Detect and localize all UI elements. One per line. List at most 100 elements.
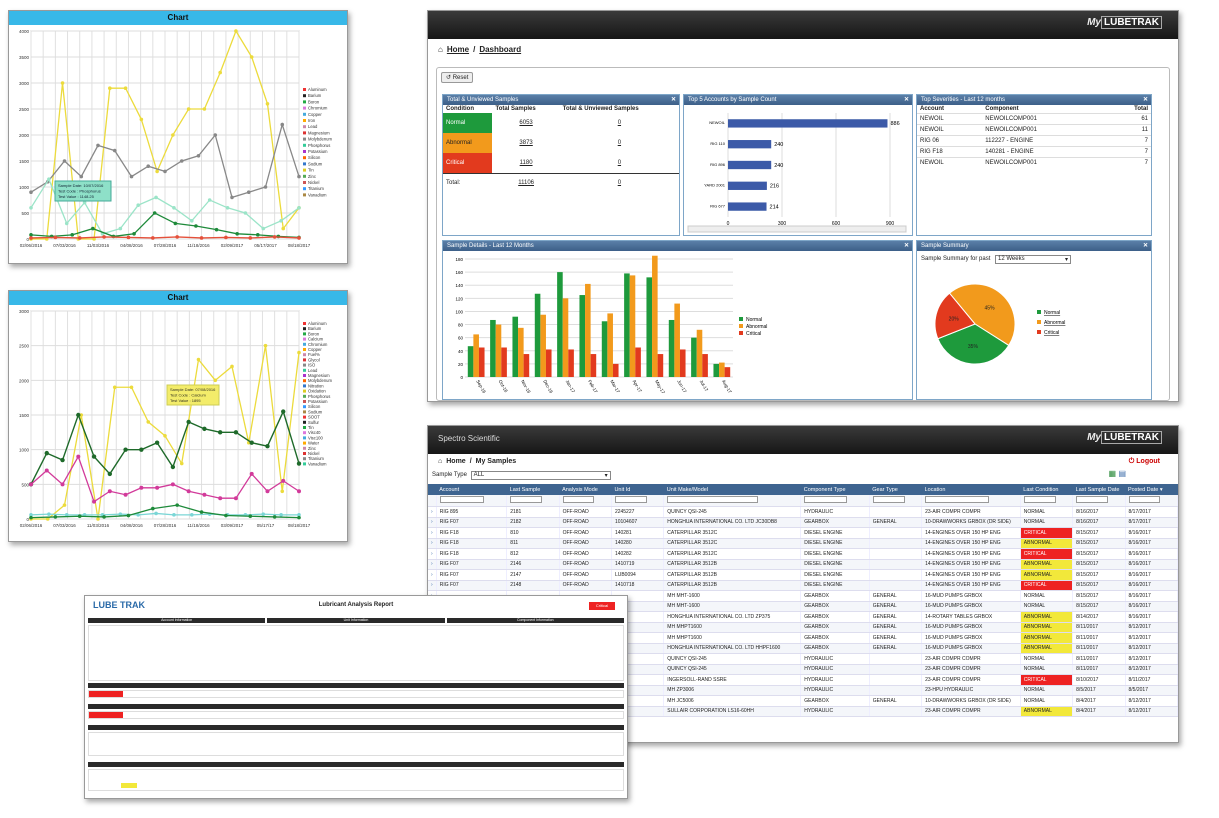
column-header[interactable]: Component Type [800, 484, 870, 495]
data-point [155, 485, 160, 490]
legend-label: Silicon [308, 404, 321, 409]
total-link[interactable]: 1180 [519, 159, 533, 166]
normal-bar [713, 363, 720, 377]
data-point [29, 233, 33, 237]
y-tick-label: 60 [458, 336, 464, 341]
home-icon[interactable]: ⌂ [438, 458, 443, 465]
legend-label[interactable]: Critical [1044, 330, 1059, 336]
x-tick-label: Jul-17 [699, 379, 710, 393]
expand-icon[interactable]: › [428, 527, 437, 539]
severity-row[interactable]: RIG F18 140281 - ENGINE 7 [917, 146, 1151, 158]
data-point [175, 503, 179, 507]
table-row[interactable]: › RIG F18 810 OFF-ROAD 140281 CATERPILLAR 351… [428, 527, 1178, 539]
expand-icon[interactable]: › [428, 569, 437, 581]
logout-link[interactable]: ⏻ Logout [1128, 458, 1160, 465]
table-row[interactable]: › RIG 895 2181 OFF-ROAD 2245227 QUINCY QSI-24… [428, 506, 1178, 518]
filter-input[interactable] [614, 496, 647, 503]
table-row[interactable]: › RIG F07 2182 OFF-ROAD 10104607 HONGHUA INTE… [428, 517, 1178, 528]
column-header[interactable]: Last Sample Date [1072, 484, 1126, 495]
filter-input[interactable] [1076, 496, 1108, 503]
column-header[interactable]: Gear Type [869, 484, 922, 495]
legend-label[interactable]: Abnormal [1044, 320, 1065, 326]
column-header[interactable]: Analysis Mode [559, 484, 612, 495]
period-select[interactable]: 12 Weeks ▾ [995, 255, 1072, 264]
close-icon[interactable]: ✕ [903, 97, 909, 103]
abnormal-bar [719, 362, 725, 377]
close-icon[interactable]: ✕ [1142, 243, 1148, 249]
table-row[interactable]: › RIG F07 2147 OFF-ROAD LUB0094 CATERPILLAR 3… [428, 569, 1178, 581]
data-point [233, 430, 239, 435]
filter-input[interactable] [667, 496, 759, 503]
reset-button[interactable]: ↺ Reset [441, 72, 474, 83]
table-row[interactable]: › RIG F18 812 OFF-ROAD 140282 CATERPILLAR 351… [428, 548, 1178, 560]
x-tick-label: Sep-16 [475, 379, 487, 394]
filter-input[interactable] [1023, 496, 1056, 503]
horizontal-scrollbar[interactable] [687, 225, 907, 233]
normal-bar [601, 321, 608, 377]
filter-input[interactable] [510, 496, 542, 503]
legend-swatch [303, 94, 306, 98]
severity-row[interactable]: NEWOIL NEWOILCOMP001 61 [917, 113, 1151, 125]
table-row[interactable]: › RIG F18 811 OFF-ROAD 140280 CATERPILLAR 351… [428, 538, 1178, 549]
total-link[interactable]: 3873 [519, 140, 533, 146]
column-header[interactable]: Last Condition [1020, 484, 1073, 495]
expand-icon[interactable]: › [428, 538, 437, 549]
close-icon[interactable]: ✕ [670, 97, 676, 103]
column-header[interactable]: Account [436, 484, 507, 495]
legend-label: Lead [308, 124, 318, 129]
total-link[interactable]: 6053 [519, 120, 533, 126]
legend-swatch [303, 374, 306, 377]
data-point [152, 211, 157, 215]
column-header[interactable]: Last Sample [506, 484, 560, 495]
filter-input[interactable] [872, 496, 905, 503]
filter-input[interactable] [1128, 496, 1161, 503]
severity-row[interactable]: RIG 06 112227 - ENGINE 7 [917, 135, 1151, 147]
unviewed-link[interactable]: 0 [617, 159, 622, 166]
abnormal-marker [121, 783, 137, 788]
severity-row[interactable]: NEWOIL NEWOILCOMP001 11 [917, 124, 1151, 136]
legend-swatch [303, 88, 306, 91]
filter-input[interactable] [439, 496, 485, 503]
legend-label: Critical [746, 331, 761, 337]
crumb-home[interactable]: Home [446, 458, 466, 465]
table-row[interactable]: › RIG F07 2146 OFF-ROAD 1410719 CATERPILLAR 3… [428, 559, 1178, 570]
column-header[interactable]: Posted Date ▾ [1125, 484, 1178, 495]
unviewed-link[interactable]: 0 [617, 140, 622, 146]
expand-icon[interactable]: › [428, 548, 437, 560]
expand-icon[interactable]: › [428, 580, 437, 591]
data-point [64, 221, 69, 226]
export-excel-icon[interactable]: ▦ [1108, 469, 1116, 478]
column-header[interactable]: Unit Id [611, 484, 664, 495]
filter-input[interactable] [562, 496, 595, 503]
legend-label: SOOT [308, 415, 320, 420]
filter-input[interactable] [925, 496, 990, 503]
severity-row[interactable]: NEWOIL NEWOILCOMP001 7 [917, 157, 1151, 169]
data-point [243, 211, 248, 215]
data-point [151, 236, 155, 240]
column-header[interactable]: Unit Make/Model [663, 484, 801, 495]
legend-label: Nitration [308, 383, 324, 388]
data-point [186, 489, 191, 494]
expand-icon[interactable]: › [428, 559, 437, 570]
expand-icon[interactable]: › [428, 506, 437, 518]
legend-label[interactable]: Normal [1044, 310, 1060, 316]
legend-swatch [1037, 330, 1041, 334]
sample-type-select[interactable]: ALL ▾ [470, 471, 611, 480]
print-icon[interactable]: ▤ [1118, 469, 1126, 478]
close-icon[interactable]: ✕ [1142, 97, 1148, 103]
x-tick-label: 11/03/2016 [87, 523, 110, 528]
expand-icon[interactable]: › [428, 517, 437, 528]
y-tick-label: 120 [455, 296, 463, 301]
table-row[interactable]: › RIG F07 2148 OFF-ROAD 1410718 CATERPILLAR 3… [428, 580, 1178, 591]
abnormal-bar [518, 327, 524, 377]
legend-swatch [303, 332, 306, 336]
crumb-home[interactable]: Home [446, 45, 470, 54]
y-tick-label: 4000 [19, 29, 30, 34]
data-point [199, 236, 204, 240]
unviewed-link[interactable]: 0 [617, 120, 622, 126]
close-icon[interactable]: ✕ [903, 243, 909, 249]
column-header[interactable]: Location [921, 484, 1021, 495]
home-icon[interactable]: ⌂ [438, 45, 443, 54]
data-point [107, 489, 112, 494]
filter-input[interactable] [804, 496, 848, 503]
